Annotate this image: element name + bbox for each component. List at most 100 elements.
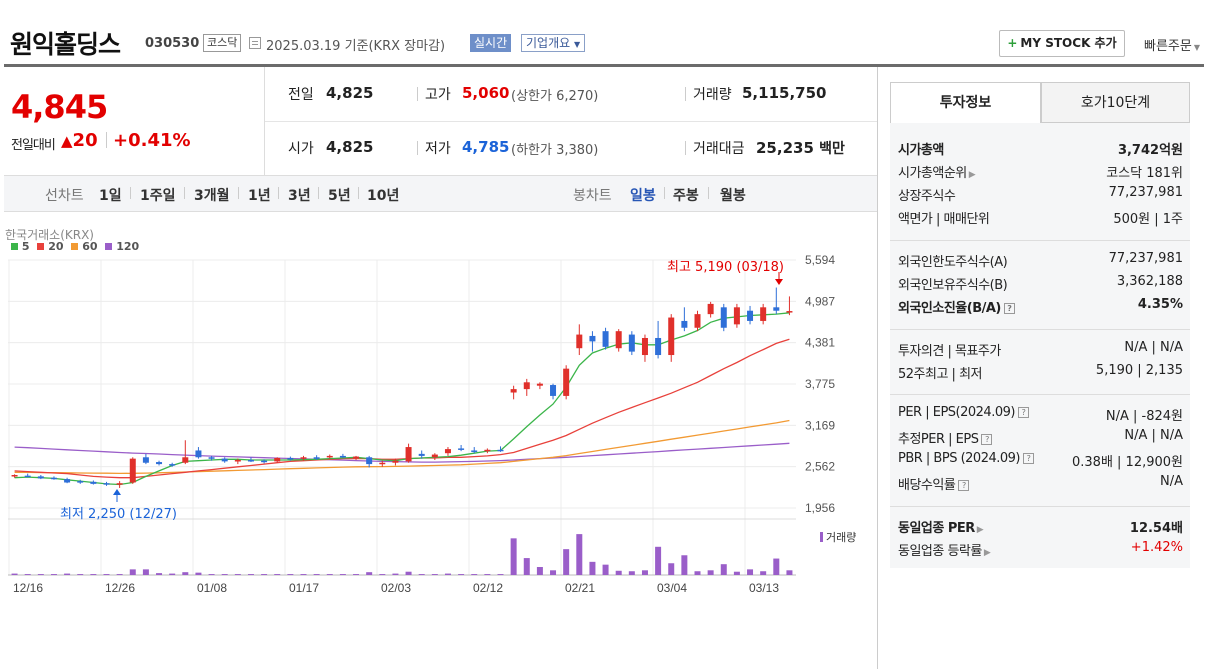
volume-bar <box>733 571 740 575</box>
candle-body <box>458 448 465 450</box>
stock-code: 030530 <box>145 36 200 51</box>
volume-bar <box>103 574 110 575</box>
volume-bar <box>247 574 254 575</box>
tab-order-book[interactable]: 호가10단계 <box>1041 82 1190 123</box>
volume-bars <box>11 534 793 575</box>
stock-chart[interactable]: 5,594 4,987 4,381 3,775 3,169 2,562 1,956 12/16… <box>4 215 877 615</box>
volume-bar <box>379 574 386 575</box>
base-date: 2025.03.19 기준(KRX 장마감) <box>266 39 446 54</box>
period-3m[interactable]: 3개월 <box>194 188 230 204</box>
change-label: 전일대비 <box>11 138 56 153</box>
volume-bar <box>182 572 189 575</box>
invest-info-key: 동일업종 PER ▶ <box>898 521 984 536</box>
invest-info-value: N/A <box>1160 474 1183 489</box>
candle-chart-label: 봉차트 <box>573 188 612 204</box>
invest-info-key: PBR | BPS (2024.09)? <box>898 451 1034 466</box>
period-1d[interactable]: 1일 <box>99 188 122 204</box>
amount-number: 25,235 <box>756 139 814 157</box>
divider <box>278 187 279 199</box>
period-bar <box>4 175 877 212</box>
candle-body <box>182 457 189 463</box>
volume-value: 5,115,750 <box>742 84 827 102</box>
candle-body <box>681 320 688 328</box>
change-rate: +0.41% <box>113 130 191 151</box>
candle-body <box>786 311 793 313</box>
dropdown-arrow-icon: ▼ <box>574 40 581 49</box>
volume-bar <box>129 569 136 575</box>
min-annotation: 최저 2,250 (12/27) <box>60 507 178 522</box>
candle-body <box>50 477 57 480</box>
divider <box>877 67 878 669</box>
x-tick-label: 02/12 <box>473 581 503 595</box>
volume-bar <box>366 572 373 575</box>
divider <box>890 240 1190 241</box>
volume-bar <box>77 574 84 575</box>
y-tick-label: 3,169 <box>805 418 835 432</box>
candle-body <box>234 460 241 462</box>
x-tick-label: 12/26 <box>105 581 135 595</box>
chevron-right-icon: ▶ <box>968 170 976 180</box>
period-1y[interactable]: 1년 <box>248 188 271 204</box>
tab-invest-info[interactable]: 투자정보 <box>890 82 1041 123</box>
volume-bar <box>287 574 294 575</box>
period-weekly[interactable]: 주봉 <box>673 188 699 204</box>
divider <box>106 132 107 148</box>
company-info-button[interactable]: 기업개요 ▼ <box>521 34 586 52</box>
chart-grid <box>8 259 796 576</box>
prev-close-value: 4,825 <box>326 84 374 102</box>
help-icon[interactable]: ? <box>958 480 970 491</box>
candle-body <box>156 462 163 465</box>
market-badge: 코스닥 <box>203 34 242 52</box>
volume-bar <box>576 534 583 575</box>
invest-info-value: 77,237,981 <box>1108 185 1183 200</box>
period-daily[interactable]: 일봉 <box>630 188 656 204</box>
period-5y[interactable]: 5년 <box>328 188 351 204</box>
realtime-button[interactable]: 실시간 <box>470 34 512 52</box>
volume-swatch <box>820 532 823 542</box>
upper-limit-label: (상한가 <box>511 89 552 104</box>
candle-body <box>497 449 504 452</box>
divider <box>708 187 709 199</box>
ma60-swatch <box>71 243 79 250</box>
period-10y[interactable]: 10년 <box>367 188 400 204</box>
candle-body <box>287 457 294 460</box>
help-icon[interactable]: ? <box>1003 303 1015 314</box>
invest-info-panel <box>890 123 1190 568</box>
ma120-swatch <box>105 243 113 250</box>
volume-bar <box>208 574 215 575</box>
volume-bar <box>405 571 412 575</box>
invest-info-key: 동일업종 등락률 ▶ <box>898 544 991 559</box>
quick-order-button[interactable]: 빠른주문 ▼ <box>1144 35 1200 54</box>
help-icon[interactable]: ? <box>1022 453 1034 464</box>
period-3y[interactable]: 3년 <box>288 188 311 204</box>
period-monthly[interactable]: 월봉 <box>720 188 746 204</box>
ma20-swatch <box>37 243 45 250</box>
candle-body <box>589 335 596 342</box>
candle-body <box>563 368 570 396</box>
volume-bar <box>339 574 346 575</box>
x-tick-label: 01/08 <box>197 581 227 595</box>
candle-body <box>116 483 123 485</box>
period-1w[interactable]: 1주일 <box>140 188 176 204</box>
volume-bar <box>510 538 517 575</box>
volume-bar <box>142 569 149 575</box>
add-mystock-button[interactable]: + MY STOCK 추가 <box>999 30 1125 57</box>
invest-info-key: 시가총액순위 ▶ <box>898 166 976 181</box>
volume-bar <box>221 574 228 575</box>
upper-limit: (상한가 6,270) <box>511 85 598 104</box>
help-icon[interactable]: ? <box>981 434 993 445</box>
invest-info-value: 코스닥 181위 <box>1106 166 1183 181</box>
prev-close-label: 전일 <box>288 87 314 103</box>
divider <box>890 329 1190 330</box>
open-label: 시가 <box>288 141 314 157</box>
help-icon[interactable]: ? <box>1017 407 1029 418</box>
candle-body <box>90 481 97 484</box>
volume-bar <box>50 574 57 575</box>
candle-body <box>720 307 727 328</box>
x-tick-label: 02/21 <box>565 581 595 595</box>
invest-info-key: 액면가 | 매매단위 <box>898 212 990 227</box>
x-tick-label: 12/16 <box>13 581 43 595</box>
ma20-line <box>14 338 790 479</box>
candle-body <box>195 450 202 458</box>
open-value: 4,825 <box>326 138 374 156</box>
